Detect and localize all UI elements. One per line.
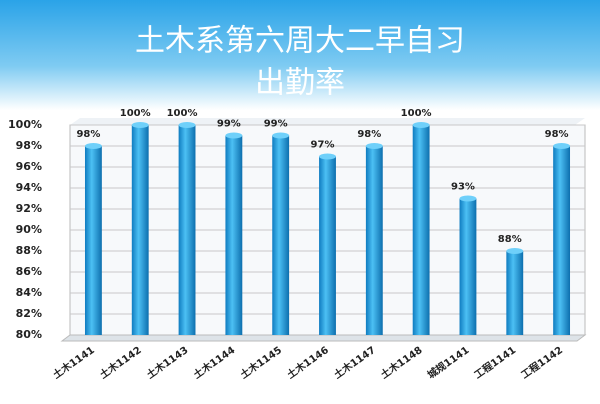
bar — [553, 146, 571, 335]
value-label: 99% — [264, 119, 288, 130]
value-label: 98% — [545, 129, 569, 140]
bar — [319, 156, 336, 335]
bar-top — [178, 122, 196, 128]
value-label: 100% — [401, 108, 432, 119]
bar-top — [459, 195, 477, 202]
x-tick-label: 城规1141 — [425, 343, 472, 381]
y-tick-label: 100% — [8, 118, 42, 131]
y-tick-label: 96% — [16, 160, 42, 173]
bar — [365, 146, 383, 335]
bar-top — [553, 143, 571, 149]
y-tick-label: 92% — [16, 202, 42, 215]
bar-top — [84, 143, 102, 149]
bar — [131, 125, 149, 335]
value-label: 99% — [217, 119, 241, 130]
value-label: 98% — [357, 129, 381, 140]
x-tick-label: 土木1141 — [50, 343, 97, 381]
bar — [506, 251, 524, 335]
y-tick-label: 86% — [16, 265, 42, 278]
x-tick-label: 土木1148 — [378, 343, 425, 381]
title-banner — [0, 0, 600, 110]
bar — [178, 125, 196, 335]
x-tick-label: 土木1144 — [191, 343, 238, 381]
value-label: 88% — [498, 234, 522, 245]
x-tick-label: 土木1142 — [97, 343, 144, 381]
y-tick-label: 98% — [16, 139, 42, 152]
x-tick-label: 土木1146 — [284, 343, 331, 381]
plot-wall — [70, 118, 585, 125]
value-label: 97% — [311, 140, 335, 151]
bar-top — [365, 143, 383, 149]
bar-top — [412, 122, 430, 128]
floor — [60, 334, 587, 342]
value-label: 98% — [76, 129, 100, 140]
x-tick-label: 工程1142 — [518, 343, 565, 381]
x-tick-label: 土木1145 — [237, 343, 284, 381]
value-label: 93% — [451, 182, 475, 193]
bar-top — [225, 132, 243, 139]
x-tick-label: 土木1147 — [331, 343, 378, 381]
bar — [272, 135, 290, 335]
bar-top — [506, 248, 524, 254]
bar-top — [319, 153, 336, 160]
x-tick-label: 工程1141 — [472, 343, 519, 381]
bar-top — [272, 132, 290, 139]
chart-title: 土木系第六周大二早自习 — [135, 24, 465, 59]
value-label: 100% — [167, 108, 198, 119]
y-tick-label: 82% — [16, 307, 42, 320]
x-tick-label: 土木1143 — [144, 343, 191, 381]
value-label: 100% — [120, 108, 151, 119]
bar — [412, 125, 430, 335]
y-tick-label: 84% — [16, 286, 42, 299]
y-tick-label: 94% — [16, 181, 42, 194]
y-tick-label: 88% — [16, 244, 42, 257]
bar-top — [131, 122, 149, 128]
bar — [84, 146, 102, 335]
y-tick-label: 90% — [16, 223, 42, 236]
y-tick-label: 80% — [16, 328, 42, 341]
bar — [225, 135, 243, 335]
chart-title: 出勤率 — [255, 66, 345, 101]
bar — [459, 198, 477, 335]
